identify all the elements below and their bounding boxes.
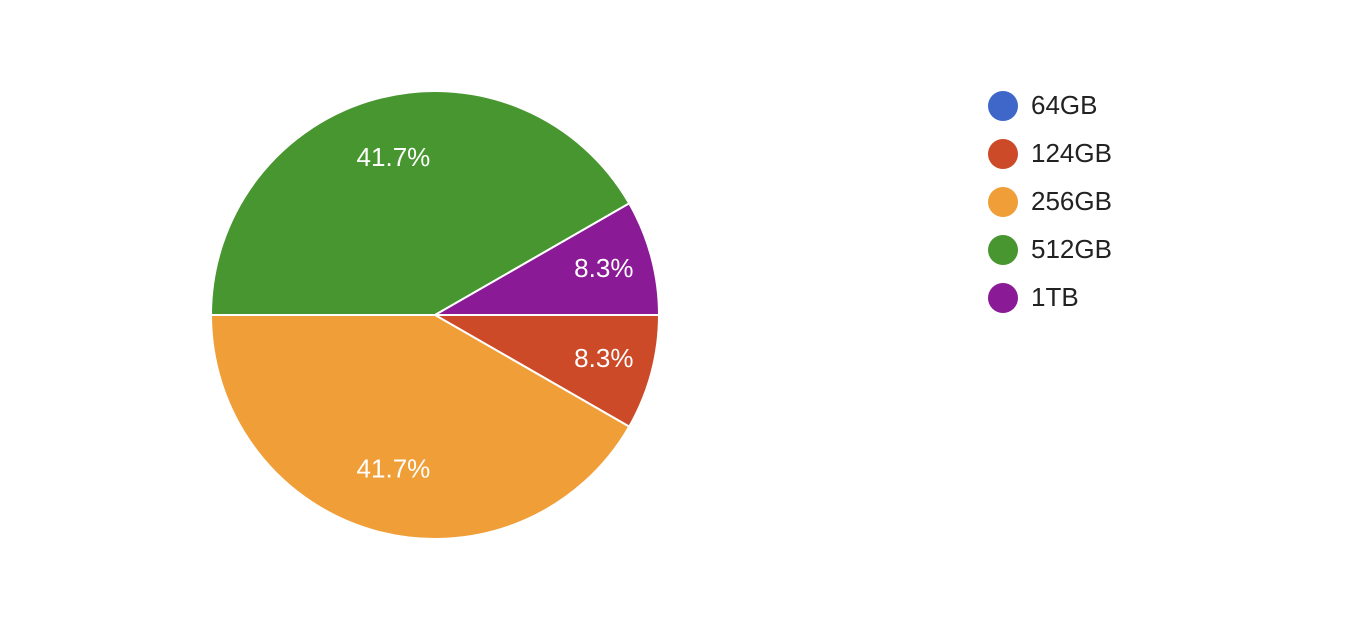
slice-label: 41.7% xyxy=(357,142,431,172)
slice-label: 8.3% xyxy=(574,253,633,283)
legend-swatch xyxy=(988,139,1018,169)
legend-label: 1TB xyxy=(1031,282,1079,312)
legend-swatch xyxy=(988,283,1018,313)
legend-label: 256GB xyxy=(1031,186,1112,216)
slice-label: 41.7% xyxy=(357,454,431,484)
legend-swatch xyxy=(988,187,1018,217)
legend-label: 64GB xyxy=(1031,90,1098,120)
pie-slice xyxy=(431,314,661,428)
pie-slice xyxy=(209,314,631,540)
pie-slice xyxy=(431,202,661,316)
legend-swatch xyxy=(988,235,1018,265)
legend-label: 124GB xyxy=(1031,138,1112,168)
legend-label: 512GB xyxy=(1031,234,1112,264)
legend-swatch xyxy=(988,91,1018,121)
pie-slice xyxy=(209,90,631,316)
slice-label: 8.3% xyxy=(574,343,633,373)
